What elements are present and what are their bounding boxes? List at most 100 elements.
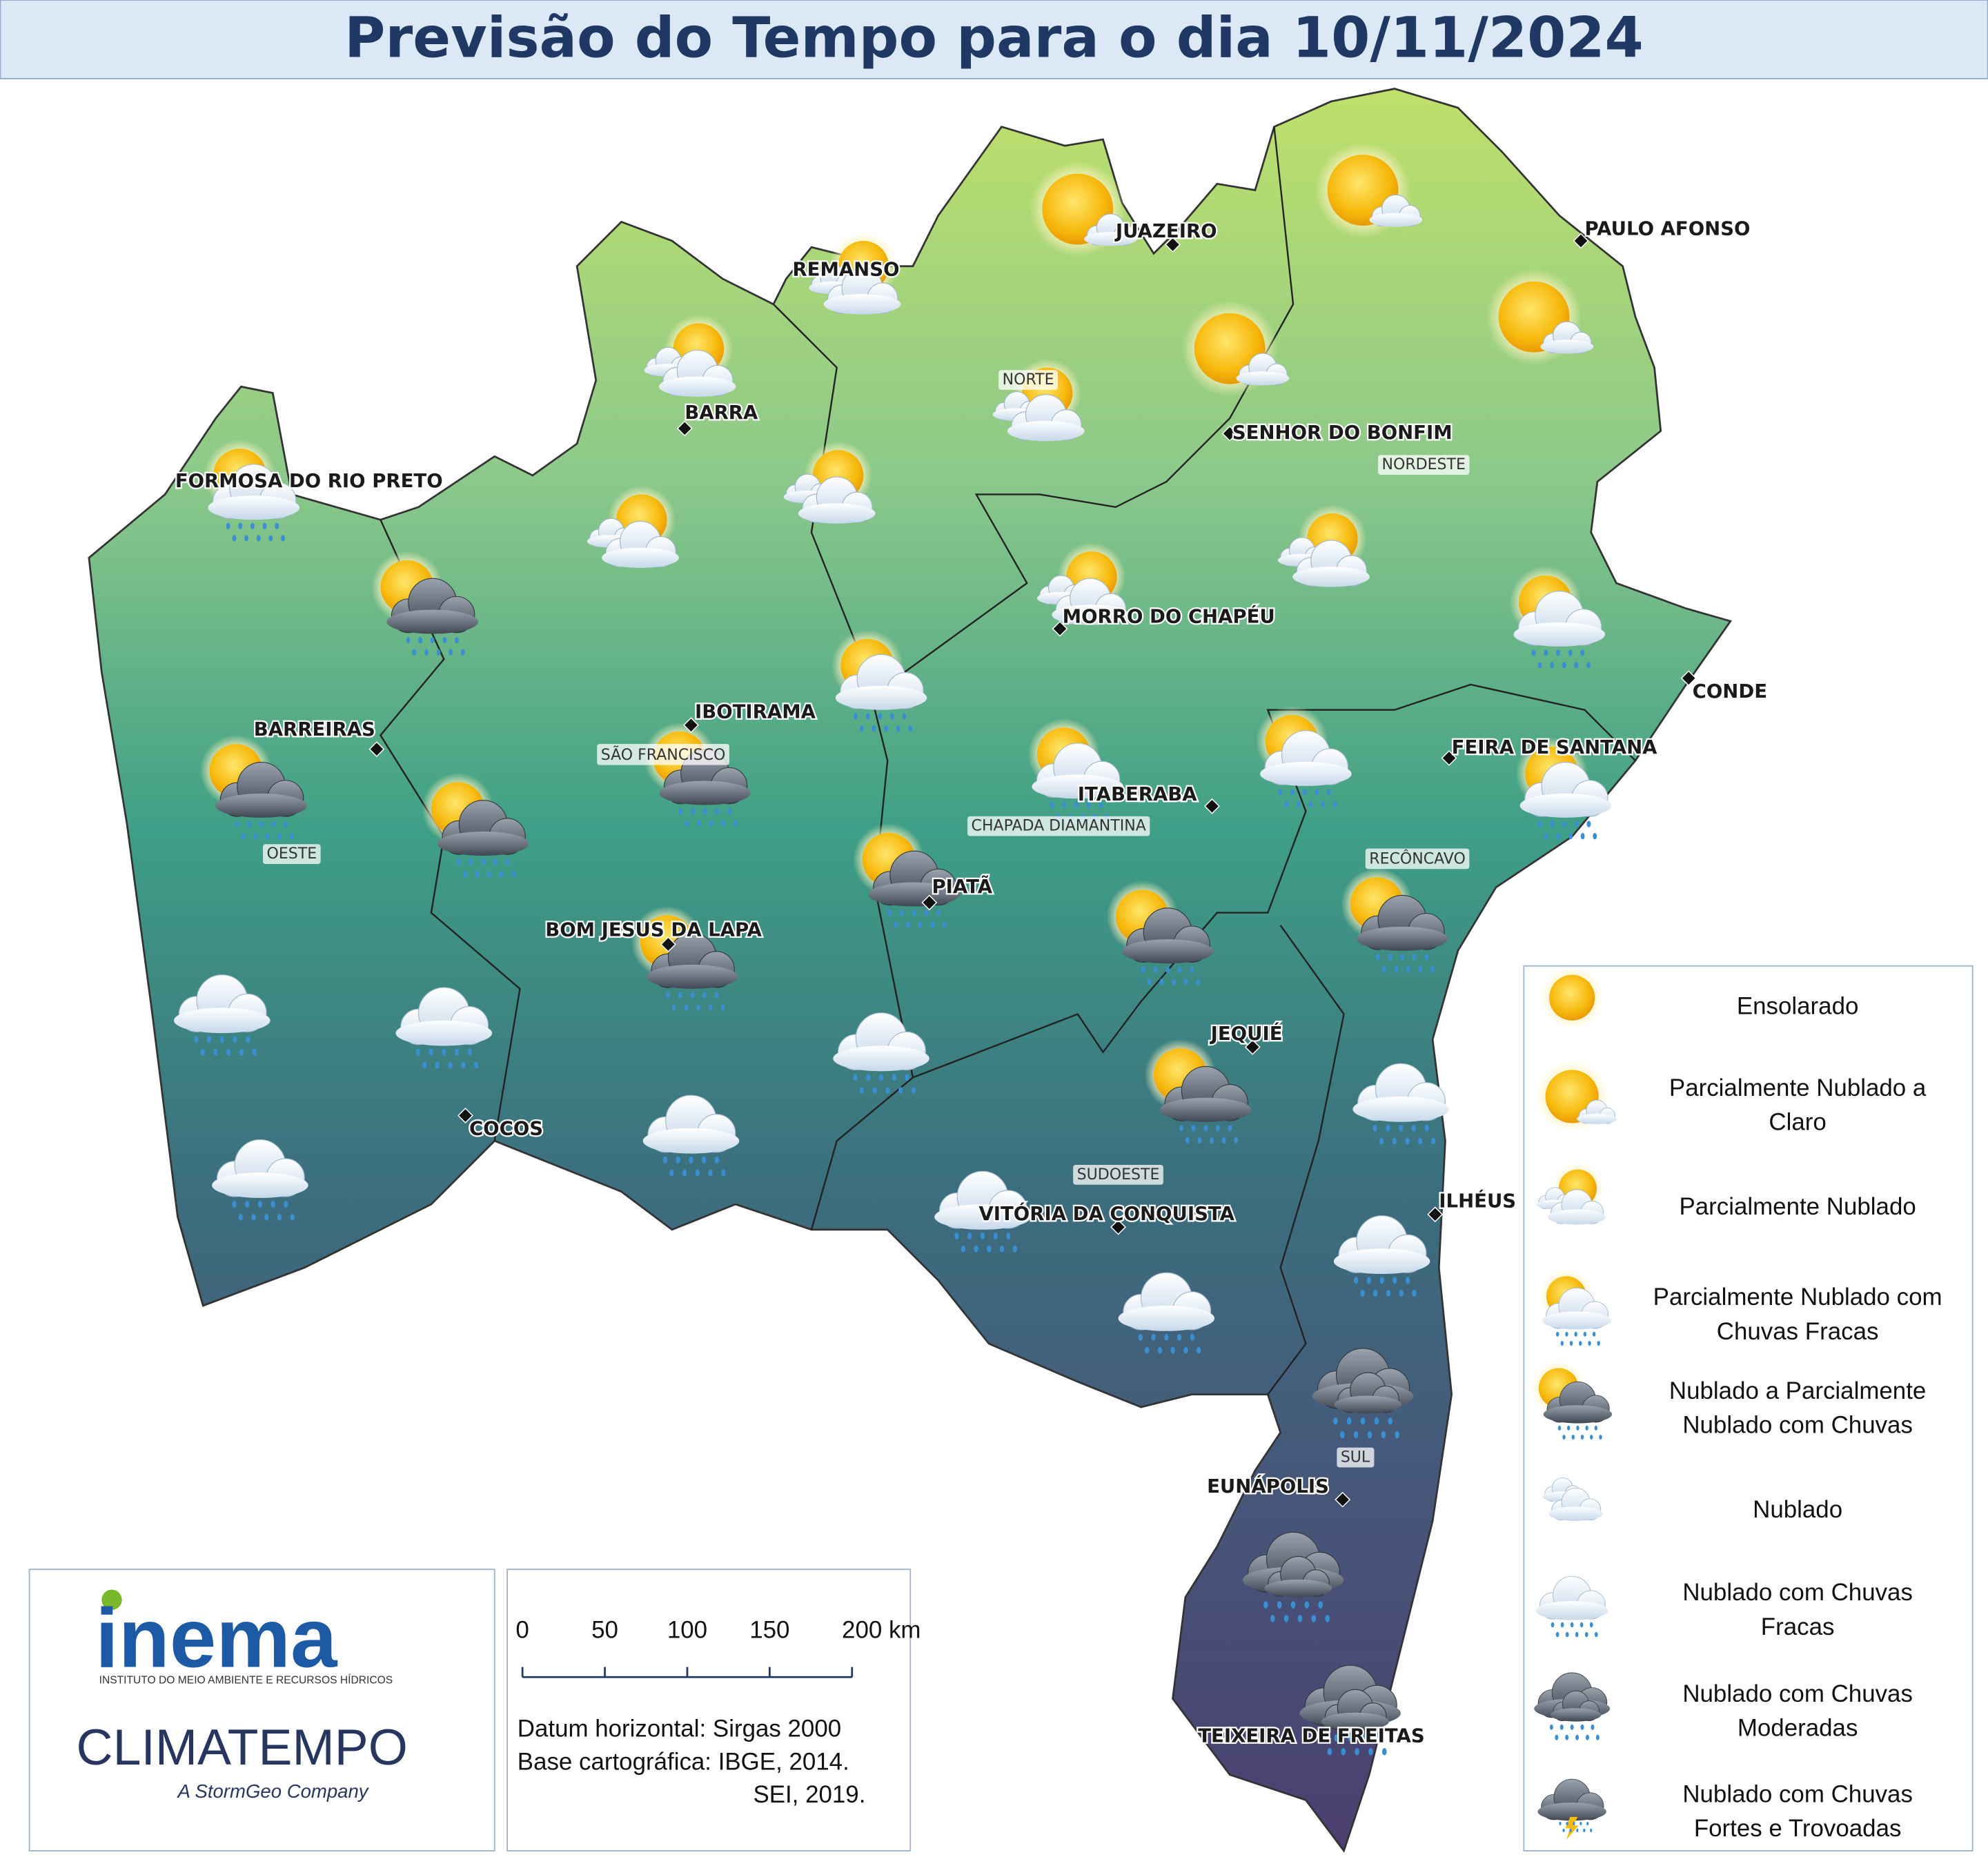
rain-drop — [481, 858, 486, 865]
weather-icon — [934, 1170, 1031, 1253]
rain-drop — [872, 725, 876, 732]
weather-icon — [1277, 504, 1370, 587]
city-label: JUAZEIRO — [1114, 220, 1217, 242]
region-label: OESTE — [267, 845, 317, 863]
cloud-base — [1540, 340, 1594, 354]
rain-drop — [974, 1245, 978, 1253]
rain-drop — [912, 909, 916, 916]
rain-drop — [1580, 649, 1585, 656]
rain-drop — [1183, 979, 1188, 985]
rain-drop — [289, 832, 294, 840]
cloud-base — [208, 495, 300, 520]
rain-drop — [1593, 832, 1597, 840]
weather-icon — [1536, 1060, 1617, 1133]
rain-drop — [1170, 1346, 1175, 1354]
cloud-base — [1548, 1209, 1606, 1225]
rain-drop — [714, 1156, 720, 1163]
rain-drop — [1584, 1631, 1588, 1638]
rain-drop — [1341, 1748, 1346, 1756]
city-label: PIATÃ — [932, 874, 992, 898]
rain-drop — [1412, 1290, 1417, 1297]
city-label: TEIXEIRA DE FREITAS — [1198, 1725, 1424, 1747]
rain-drop — [429, 1048, 433, 1056]
cloud-base — [1542, 1311, 1611, 1330]
rain-drop — [1574, 661, 1579, 669]
city-marker — [1204, 798, 1220, 814]
rain-drop — [1562, 1435, 1566, 1440]
rain-drop — [1406, 965, 1410, 973]
rain-drop — [1234, 1137, 1239, 1144]
rain-drop — [1411, 1124, 1417, 1132]
weather-icon — [1315, 142, 1423, 238]
rain-drop — [859, 1087, 865, 1094]
rain-drop — [1157, 1346, 1163, 1354]
scale-label: 50 — [591, 1616, 618, 1643]
scale-box — [506, 1569, 912, 1852]
city-label: JEQUIÉ — [1210, 1021, 1283, 1045]
city-label: MORRO DO CHAPÉU — [1063, 605, 1275, 628]
cloud-base — [798, 503, 876, 524]
rain-drop — [406, 636, 411, 644]
rain-drop — [505, 858, 510, 865]
scale-label: 0 — [515, 1616, 529, 1643]
rain-drop — [270, 1201, 275, 1208]
rain-drop — [430, 636, 435, 644]
rain-drop — [1576, 1828, 1579, 1833]
rain-drop — [1325, 1615, 1330, 1622]
rain-drop — [435, 1061, 440, 1069]
cloud-base — [1236, 371, 1290, 386]
rain-drop — [238, 1213, 243, 1221]
region-label: NORTE — [1003, 371, 1054, 389]
cloud-base — [658, 376, 736, 397]
rain-drop — [232, 1201, 237, 1208]
rain-drop — [669, 1169, 674, 1177]
city-label: SENHOR DO BONFIM — [1232, 422, 1453, 444]
rain-drop — [1179, 1125, 1183, 1132]
rain-drop — [853, 1074, 858, 1081]
rain-drop — [246, 1036, 250, 1043]
region-label-box — [967, 816, 1150, 836]
rain-drop — [1308, 801, 1313, 808]
rain-drop — [1412, 954, 1417, 961]
rain-drop — [1562, 821, 1567, 827]
cloud-base — [1356, 926, 1448, 951]
legend-label: Claro — [1769, 1109, 1826, 1136]
cloud-base — [1543, 1405, 1613, 1424]
cloud-base — [1264, 1579, 1332, 1598]
rain-drop — [993, 1232, 998, 1240]
city-marker — [1427, 1206, 1444, 1223]
rain-drop — [1559, 1724, 1564, 1730]
rain-drop — [1318, 1601, 1323, 1609]
city-label: BARREIRAS — [254, 718, 375, 740]
rain-drop — [1327, 1748, 1332, 1756]
weather-icon — [1509, 566, 1606, 669]
rain-drop — [256, 535, 261, 542]
rain-drop — [1592, 1331, 1596, 1337]
rain-drop — [1355, 1748, 1359, 1756]
legend-label: Ensolarado — [1737, 993, 1859, 1020]
region-label: SUL — [1341, 1449, 1370, 1466]
rain-drop — [1374, 1417, 1379, 1425]
rain-drop — [1360, 1417, 1366, 1425]
rain-drop — [1392, 1137, 1397, 1145]
cloud-base — [1084, 232, 1137, 246]
rain-drop — [1550, 661, 1555, 669]
rain-drop — [1597, 1341, 1600, 1346]
rain-drop — [1290, 789, 1295, 796]
rain-drop — [247, 821, 252, 827]
rain-drop — [1569, 1828, 1572, 1833]
rain-drop — [241, 832, 246, 840]
rain-drop — [1221, 1137, 1226, 1144]
scale-label: 150 — [749, 1616, 789, 1643]
weather-icon — [1537, 1778, 1606, 1840]
city-marker — [457, 1108, 473, 1123]
rain-drop — [1537, 661, 1542, 669]
rain-drop — [244, 535, 249, 542]
cloud-base — [1333, 1248, 1430, 1275]
rain-drop — [908, 725, 913, 732]
rain-drop — [1388, 954, 1392, 961]
weather-icon — [1486, 268, 1594, 365]
rain-drop — [1353, 1431, 1359, 1439]
city-marker — [683, 717, 699, 734]
